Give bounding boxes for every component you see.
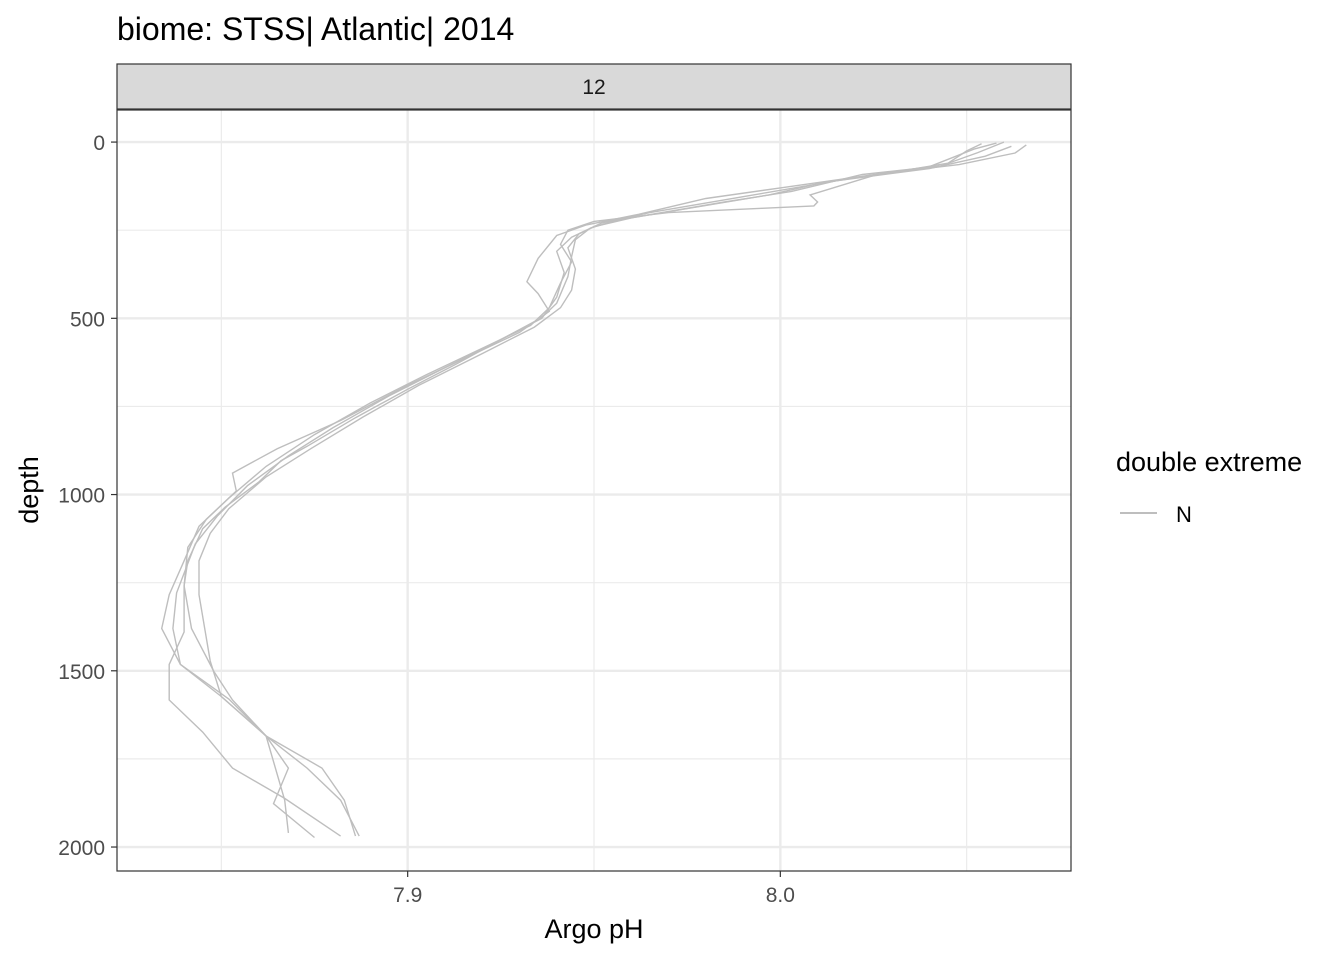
x-axis-label: Argo pH (544, 914, 643, 944)
y-tick-label: 0 (93, 132, 105, 155)
facet-strip (116, 63, 1072, 110)
profile-line (172, 141, 1005, 833)
facet-label: 12 (582, 76, 605, 99)
y-tick-label: 1000 (58, 485, 105, 508)
panel-border (116, 109, 1072, 872)
profile-line (168, 142, 997, 837)
y-tick-label: 500 (70, 308, 105, 331)
legend-entry-label: N (1176, 502, 1192, 527)
profile-line (198, 145, 1012, 839)
y-tick-label: 1500 (58, 661, 105, 684)
profile-line (183, 144, 1027, 837)
profile-line (160, 143, 982, 837)
y-axis-label: depth (14, 456, 44, 524)
x-tick-label: 7.9 (393, 884, 422, 907)
x-tick-label: 8.0 (766, 884, 795, 907)
legend-title: double extreme (1116, 447, 1302, 477)
y-tick-label: 2000 (58, 837, 105, 860)
chart-title: biome: STSS| Atlantic| 2014 (117, 11, 514, 47)
